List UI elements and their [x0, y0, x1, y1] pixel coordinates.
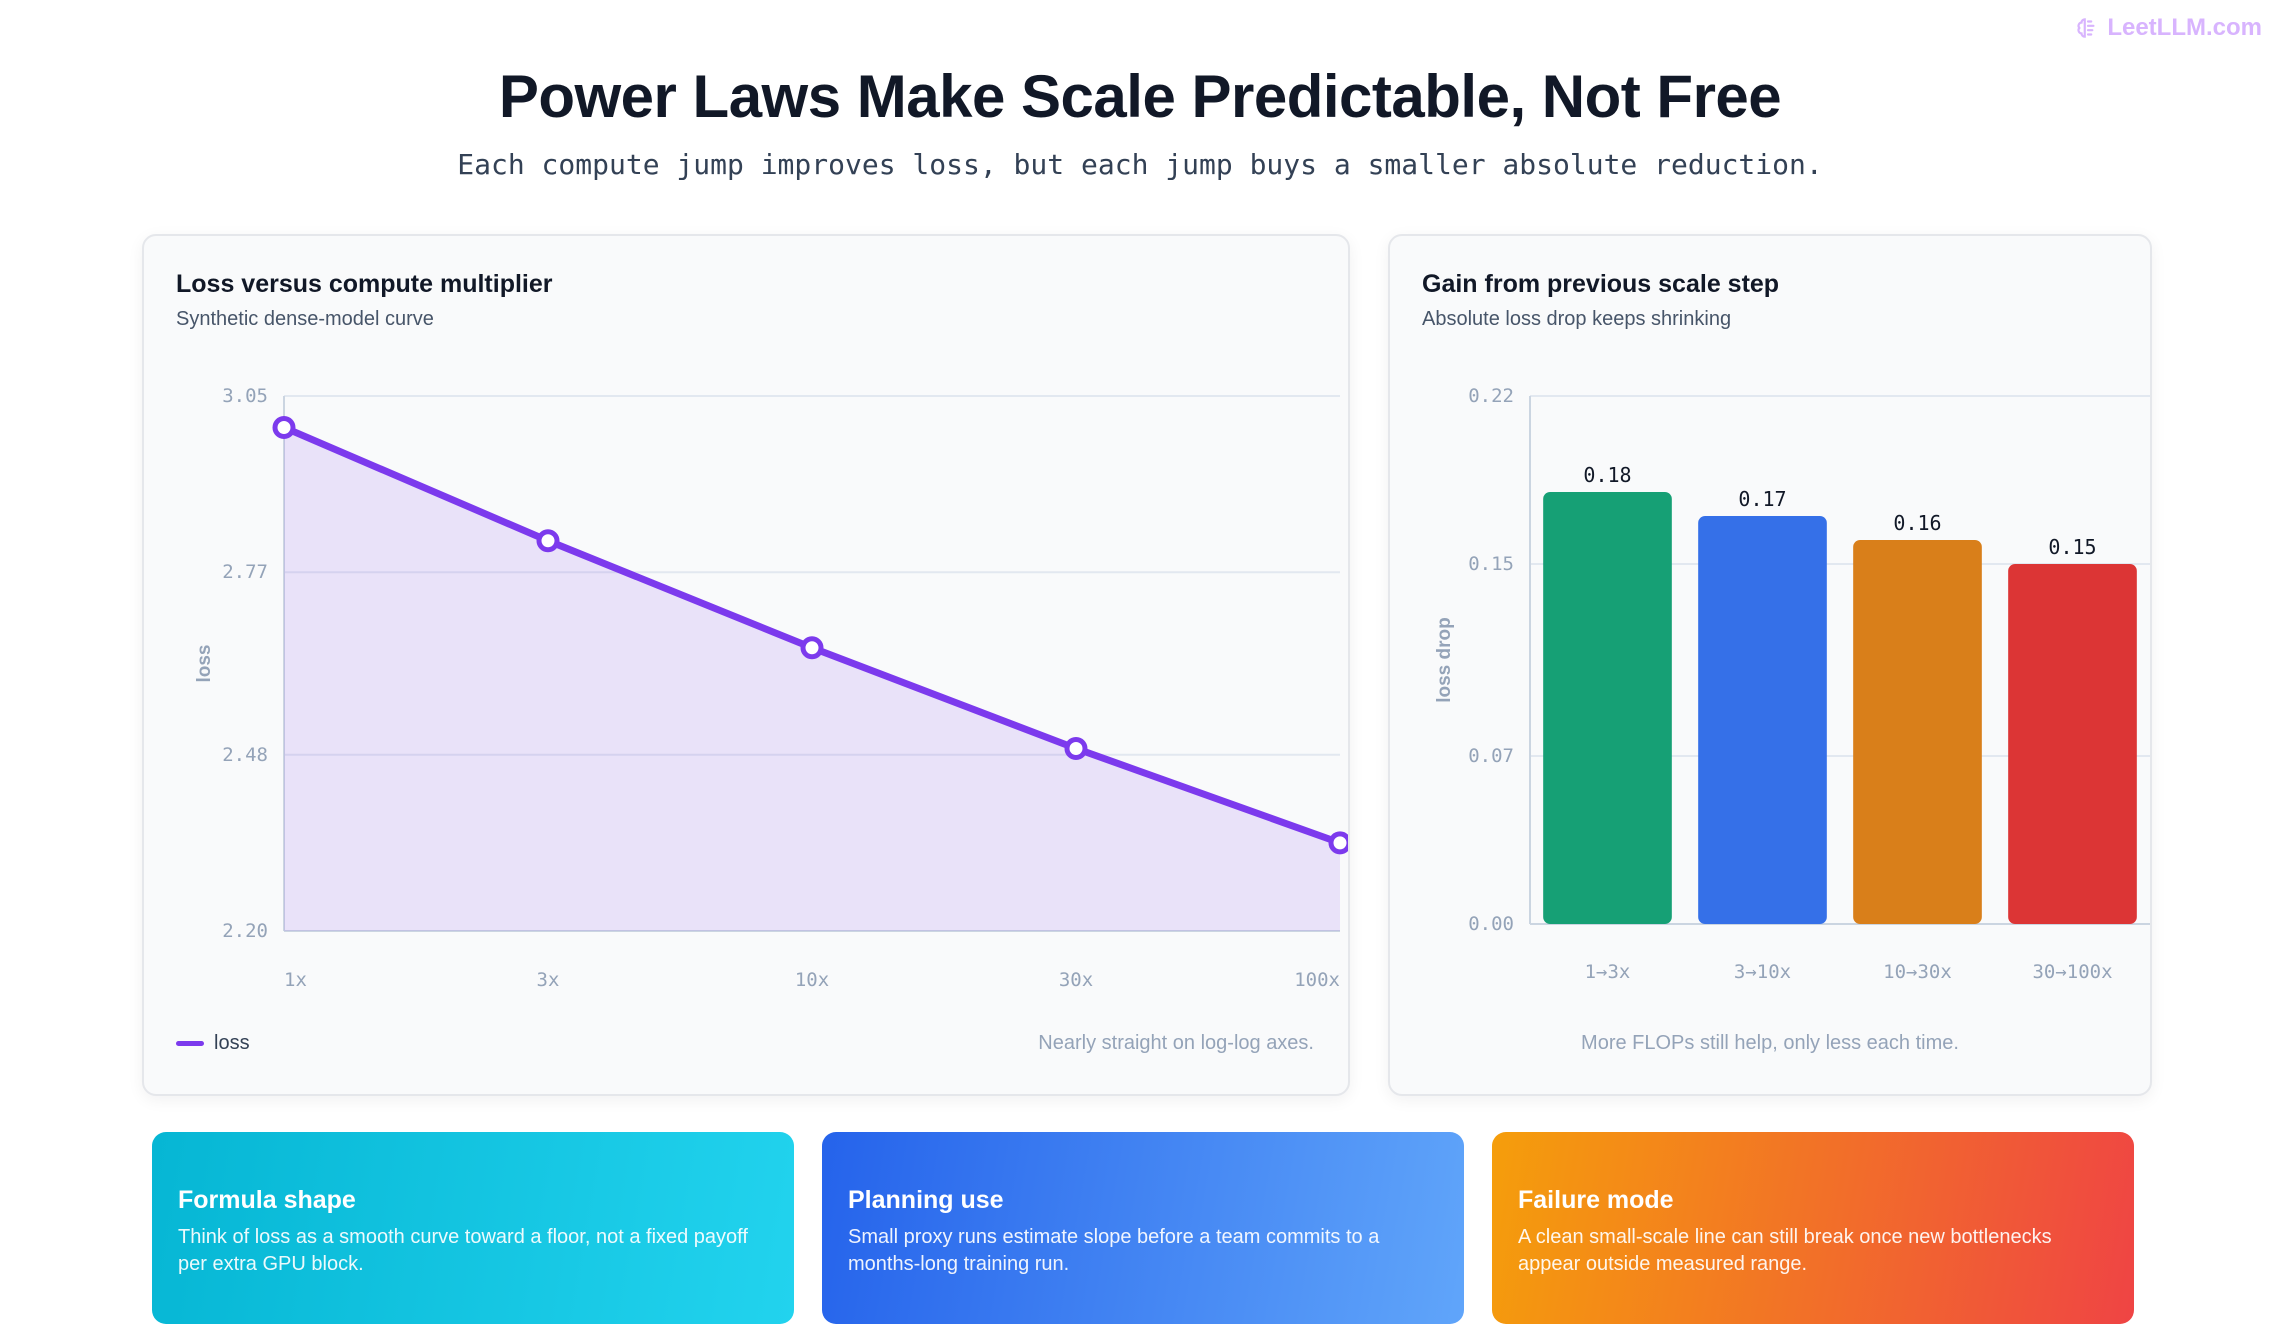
bar-chart: 0.22 0.15 0.07 0.00 loss drop 0.18 1→3x 0.17 3→1… [1434, 385, 2150, 983]
y-tick-label: 3.05 [222, 385, 268, 407]
legend-label: loss [214, 1032, 250, 1054]
line-chart-subtitle: Synthetic dense-model curve [176, 308, 434, 330]
brand-logo[interactable]: LeetLLM.com [2075, 14, 2262, 42]
x-tick-label: 30→100x [2032, 961, 2112, 983]
brand-text: LeetLLM.com [2107, 14, 2262, 41]
line-chart-panel: Loss versus compute multiplier Synthetic… [142, 234, 1350, 1096]
y-tick-label: 0.15 [1468, 553, 1514, 575]
x-tick-label: 100x [1294, 969, 1340, 991]
y-axis-label: loss drop [1434, 617, 1455, 703]
line-chart: 3.05 2.77 2.48 2.20 loss 1x 3x 10x 30x 100x [194, 385, 1348, 991]
y-tick-label: 0.00 [1468, 913, 1514, 935]
line-chart-legend: loss [176, 1032, 250, 1055]
bar-value-label: 0.16 [1893, 511, 1941, 535]
data-point [536, 529, 560, 553]
card-formula-shape: Formula shape Think of loss as a smooth … [152, 1132, 794, 1324]
card-planning-use: Planning use Small proxy runs estimate s… [822, 1132, 1464, 1324]
bar-chart-title: Gain from previous scale step [1422, 270, 1780, 298]
line-chart-note: Nearly straight on log-log axes. [1038, 1032, 1314, 1054]
card-title: Planning use [848, 1186, 1004, 1214]
y-tick-label: 0.22 [1468, 385, 1514, 407]
card-body: Small proxy runs estimate slope before a… [848, 1226, 1380, 1275]
card-body: A clean small-scale line can still break… [1518, 1226, 2052, 1275]
y-axis-label: loss [194, 644, 215, 682]
x-tick-label: 10→30x [1883, 961, 1952, 983]
card-title: Formula shape [178, 1186, 356, 1214]
page-subtitle: Each compute jump improves loss, but eac… [457, 148, 1823, 181]
bar-value-label: 0.17 [1738, 487, 1786, 511]
bar [1543, 492, 1672, 924]
bar-value-label: 0.18 [1583, 463, 1631, 487]
page-title: Power Laws Make Scale Predictable, Not F… [498, 63, 1782, 130]
data-point [1064, 736, 1088, 760]
x-tick-label: 30x [1059, 969, 1093, 991]
bar [2008, 564, 2137, 924]
x-tick-label: 3→10x [1734, 961, 1791, 983]
line-area [284, 427, 1340, 931]
y-tick-label: 2.20 [222, 920, 268, 942]
card-body: Think of loss as a smooth curve toward a… [178, 1226, 748, 1275]
bar-chart-subtitle: Absolute loss drop keeps shrinking [1422, 308, 1732, 330]
data-point [272, 415, 296, 439]
bar [1698, 516, 1827, 924]
legend-swatch [176, 1041, 204, 1046]
bar-value-label: 0.15 [2048, 535, 2096, 559]
data-point [800, 636, 824, 660]
bar-chart-note: More FLOPs still help, only less each ti… [1581, 1032, 1959, 1054]
bar [1853, 540, 1982, 924]
x-tick-label: 1x [284, 969, 307, 991]
bar-chart-panel: Gain from previous scale step Absolute l… [1388, 234, 2152, 1096]
data-point [1328, 831, 1348, 855]
x-tick-label: 10x [795, 969, 829, 991]
y-tick-label: 2.77 [222, 561, 268, 583]
card-failure-mode: Failure mode A clean small-scale line ca… [1492, 1132, 2134, 1324]
brain-icon [2077, 18, 2095, 38]
x-tick-label: 3x [537, 969, 560, 991]
x-tick-label: 1→3x [1585, 961, 1631, 983]
y-tick-label: 2.48 [222, 744, 268, 766]
y-tick-label: 0.07 [1468, 745, 1514, 767]
line-chart-title: Loss versus compute multiplier [176, 270, 553, 298]
card-title: Failure mode [1518, 1186, 1674, 1214]
